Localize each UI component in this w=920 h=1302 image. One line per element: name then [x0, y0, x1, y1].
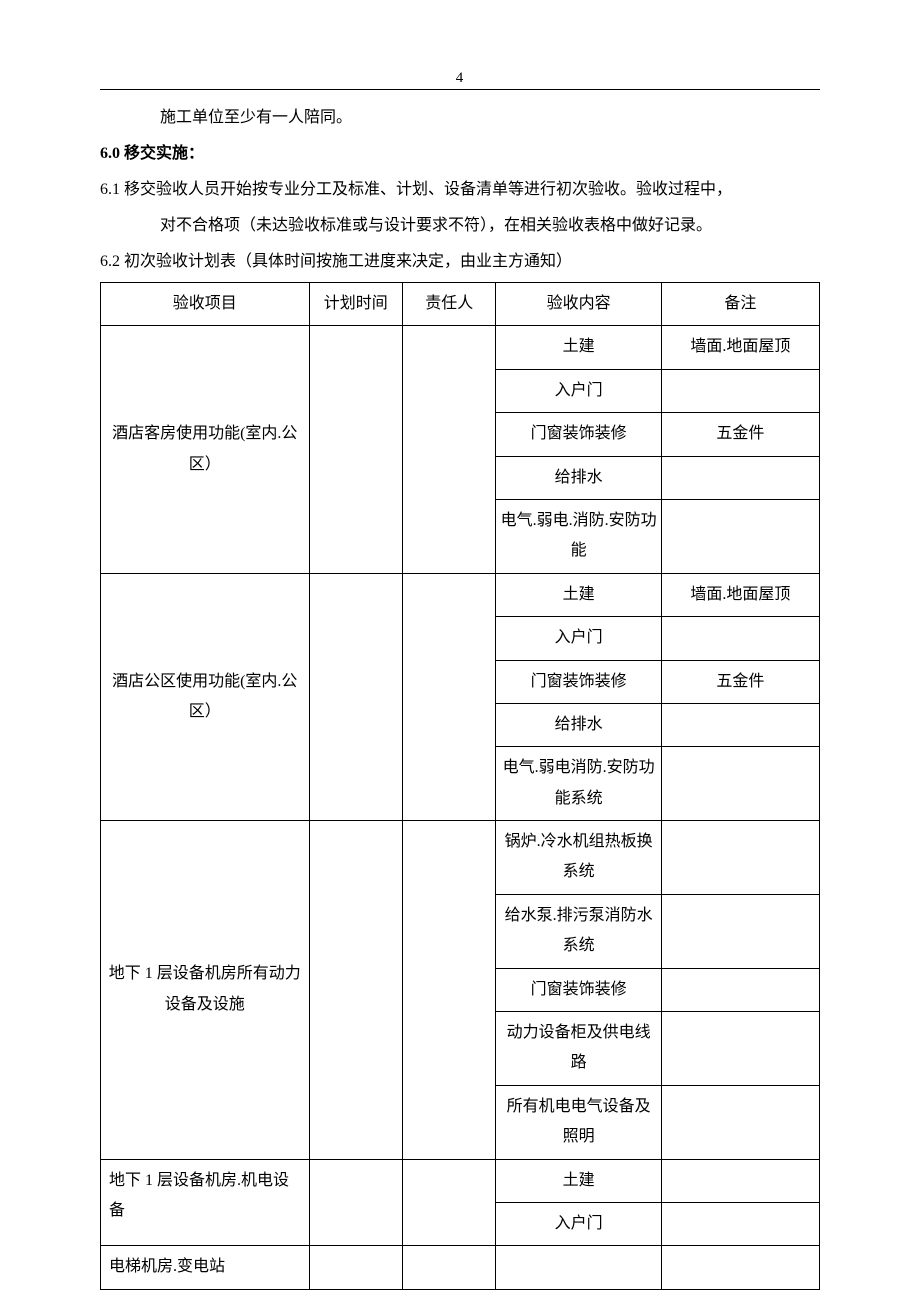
cell-content: 所有机电电气设备及照明	[496, 1085, 661, 1159]
th-content: 验收内容	[496, 283, 661, 326]
cell-resp	[402, 1159, 495, 1246]
cell-content: 给排水	[496, 456, 661, 499]
cell-resp	[402, 573, 495, 820]
table-header-row: 验收项目 计划时间 责任人 验收内容 备注	[101, 283, 820, 326]
table-row: 酒店客房使用功能(室内.公区）土建墙面.地面屋顶	[101, 326, 820, 369]
cell-content: 门窗装饰装修	[496, 968, 661, 1011]
paragraph-6-1-line1: 6.1 移交验收人员开始按专业分工及标准、计划、设备清单等进行初次验收。验收过程…	[100, 174, 820, 206]
th-item: 验收项目	[101, 283, 310, 326]
th-resp: 责任人	[402, 283, 495, 326]
cell-plan	[309, 573, 402, 820]
cell-content: 锅炉.冷水机组热板换系统	[496, 821, 661, 895]
paragraph-companion: 施工单位至少有一人陪同。	[100, 102, 820, 134]
document-body: 施工单位至少有一人陪同。 6.0 移交实施： 6.1 移交验收人员开始按专业分工…	[100, 102, 820, 1290]
cell-note	[661, 1202, 819, 1245]
table-row: 地下 1 层设备机房.机电设备土建	[101, 1159, 820, 1202]
cell-note	[661, 617, 819, 660]
cell-note	[661, 968, 819, 1011]
cell-content: 电气.弱电.消防.安防功能	[496, 499, 661, 573]
cell-plan	[309, 1246, 402, 1289]
cell-content: 土建	[496, 573, 661, 616]
cell-item: 地下 1 层设备机房所有动力设备及设施	[101, 821, 310, 1160]
cell-note	[661, 1085, 819, 1159]
cell-content: 动力设备柜及供电线路	[496, 1012, 661, 1086]
cell-note	[661, 1159, 819, 1202]
cell-note	[661, 1246, 819, 1289]
acceptance-plan-table: 验收项目 计划时间 责任人 验收内容 备注 酒店客房使用功能(室内.公区）土建墙…	[100, 282, 820, 1290]
cell-note	[661, 499, 819, 573]
cell-item: 电梯机房.变电站	[101, 1246, 310, 1289]
cell-plan	[309, 326, 402, 573]
cell-note	[661, 369, 819, 412]
cell-content	[496, 1246, 661, 1289]
paragraph-6-1-line2: 对不合格项（未达验收标准或与设计要求不符），在相关验收表格中做好记录。	[100, 210, 820, 242]
cell-note	[661, 456, 819, 499]
cell-content: 土建	[496, 1159, 661, 1202]
cell-resp	[402, 821, 495, 1160]
th-plan: 计划时间	[309, 283, 402, 326]
table-row: 电梯机房.变电站	[101, 1246, 820, 1289]
header-rule	[100, 89, 820, 90]
cell-content: 入户门	[496, 369, 661, 412]
cell-content: 给排水	[496, 703, 661, 746]
cell-plan	[309, 1159, 402, 1246]
cell-item: 酒店公区使用功能(室内.公区）	[101, 573, 310, 820]
cell-note	[661, 894, 819, 968]
cell-content: 入户门	[496, 1202, 661, 1245]
cell-note	[661, 821, 819, 895]
table-row: 酒店公区使用功能(室内.公区）土建墙面.地面屋顶	[101, 573, 820, 616]
cell-content: 门窗装饰装修	[496, 413, 661, 456]
cell-plan	[309, 821, 402, 1160]
cell-note	[661, 747, 819, 821]
cell-content: 给水泵.排污泵消防水系统	[496, 894, 661, 968]
table-row: 地下 1 层设备机房所有动力设备及设施锅炉.冷水机组热板换系统	[101, 821, 820, 895]
cell-item: 地下 1 层设备机房.机电设备	[101, 1159, 310, 1246]
cell-note	[661, 1012, 819, 1086]
cell-note: 墙面.地面屋顶	[661, 326, 819, 369]
cell-content: 门窗装饰装修	[496, 660, 661, 703]
cell-note: 五金件	[661, 413, 819, 456]
heading-6-0: 6.0 移交实施：	[100, 138, 820, 170]
cell-content: 土建	[496, 326, 661, 369]
cell-note: 墙面.地面屋顶	[661, 573, 819, 616]
cell-item: 酒店客房使用功能(室内.公区）	[101, 326, 310, 573]
cell-resp	[402, 326, 495, 573]
cell-content: 入户门	[496, 617, 661, 660]
paragraph-6-2: 6.2 初次验收计划表（具体时间按施工进度来决定，由业主方通知）	[100, 246, 820, 278]
th-note: 备注	[661, 283, 819, 326]
cell-note: 五金件	[661, 660, 819, 703]
cell-content: 电气.弱电消防.安防功能系统	[496, 747, 661, 821]
page-number: 4	[100, 70, 820, 87]
cell-resp	[402, 1246, 495, 1289]
cell-note	[661, 703, 819, 746]
